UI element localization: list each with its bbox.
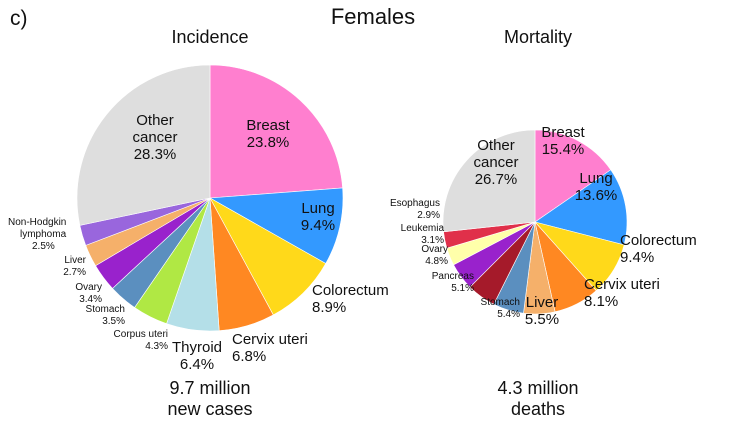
incidence-pie [76,64,344,332]
mortality-label-cervix-uteri-name: Cervix uteri [584,276,660,293]
incidence-label-cervix-uteri-value: 6.8% [232,348,266,365]
incidence-label-non-hodgkin-lymphoma-name-1: Non-Hodgkin [8,217,66,228]
incidence-label-ovary-name: Ovary [75,282,102,293]
mortality-label-stomach-name: Stomach [481,297,520,308]
incidence-label-other-cancer-name-2: cancer [132,129,177,146]
incidence-label-breast-name: Breast [246,117,290,134]
figure-title: Females [331,4,415,29]
mortality-label-other-cancer-name-1: Other [477,137,515,154]
incidence-label-lung-value: 9.4% [301,217,335,234]
incidence-label-liver-value: 2.7% [63,267,86,278]
incidence-caption-line-2: new cases [167,399,252,419]
incidence-label-corpus-uteri-name: Corpus uteri [114,329,168,340]
mortality-label-lung-value: 13.6% [575,187,618,204]
mortality-label-lung-name: Lung [579,170,612,187]
incidence-label-corpus-uteri-value: 4.3% [145,341,168,352]
mortality-label-ovary-name: Ovary [421,244,448,255]
mortality-label-liver-name: Liver [526,294,559,311]
incidence-label-other-cancer-name-1: Other [136,112,174,129]
incidence-slice-lung [208,187,344,264]
incidence-label-lung-name: Lung [301,200,334,217]
incidence-title: Incidence [171,27,248,47]
mortality-label-pancreas-name: Pancreas [432,271,474,282]
mortality-label-stomach-value: 5.4% [497,309,520,320]
mortality-label-esophagus-name: Esophagus [390,198,440,209]
mortality-caption-line-1: 4.3 million [497,378,578,398]
mortality-label-other-cancer-name-2: cancer [473,154,518,171]
mortality-label-liver-value: 5.5% [525,311,559,328]
mortality-label-colorectum-value: 9.4% [620,249,654,266]
incidence-label-breast-value: 23.8% [247,134,290,151]
incidence-label-ovary-value: 3.4% [79,294,102,305]
incidence-label-other-cancer-value: 28.3% [134,146,177,163]
mortality-label-cervix-uteri-value: 8.1% [584,293,618,310]
incidence-slice-breast [209,64,343,199]
mortality-slice-breast [534,129,612,223]
mortality-label-breast-name: Breast [541,124,585,141]
mortality-label-breast-value: 15.4% [542,141,585,158]
incidence-label-non-hodgkin-lymphoma-name-2: lymphoma [20,229,67,240]
mortality-label-esophagus-value: 2.9% [417,210,440,221]
incidence-label-thyroid-name: Thyroid [172,339,222,356]
incidence-caption-line-1: 9.7 million [169,378,250,398]
incidence-label-cervix-uteri-name: Cervix uteri [232,331,308,348]
mortality-caption-line-2: deaths [511,399,565,419]
incidence-label-stomach-value: 3.5% [102,316,125,327]
mortality-label-ovary-value: 4.8% [425,256,448,267]
mortality-label-leukemia-value: 3.1% [421,235,444,246]
incidence-label-liver-name: Liver [64,255,86,266]
mortality-title: Mortality [504,27,572,47]
mortality-label-pancreas-value: 5.1% [451,283,474,294]
incidence-label-stomach-name: Stomach [86,304,125,315]
incidence-label-colorectum-name: Colorectum [312,282,389,299]
mortality-label-colorectum-name: Colorectum [620,232,697,249]
incidence-slice-other-cancer [76,64,211,226]
incidence-label-thyroid-value: 6.4% [180,356,214,373]
mortality-label-other-cancer-value: 26.7% [475,171,518,188]
incidence-label-non-hodgkin-lymphoma-value: 2.5% [32,241,55,252]
incidence-label-colorectum-value: 8.9% [312,299,346,316]
mortality-slice-other-cancer [442,129,536,233]
mortality-slice-lung [534,169,628,246]
mortality-pie [442,129,628,315]
mortality-label-leukemia-name: Leukemia [401,223,445,234]
panel-label: c) [10,7,28,30]
